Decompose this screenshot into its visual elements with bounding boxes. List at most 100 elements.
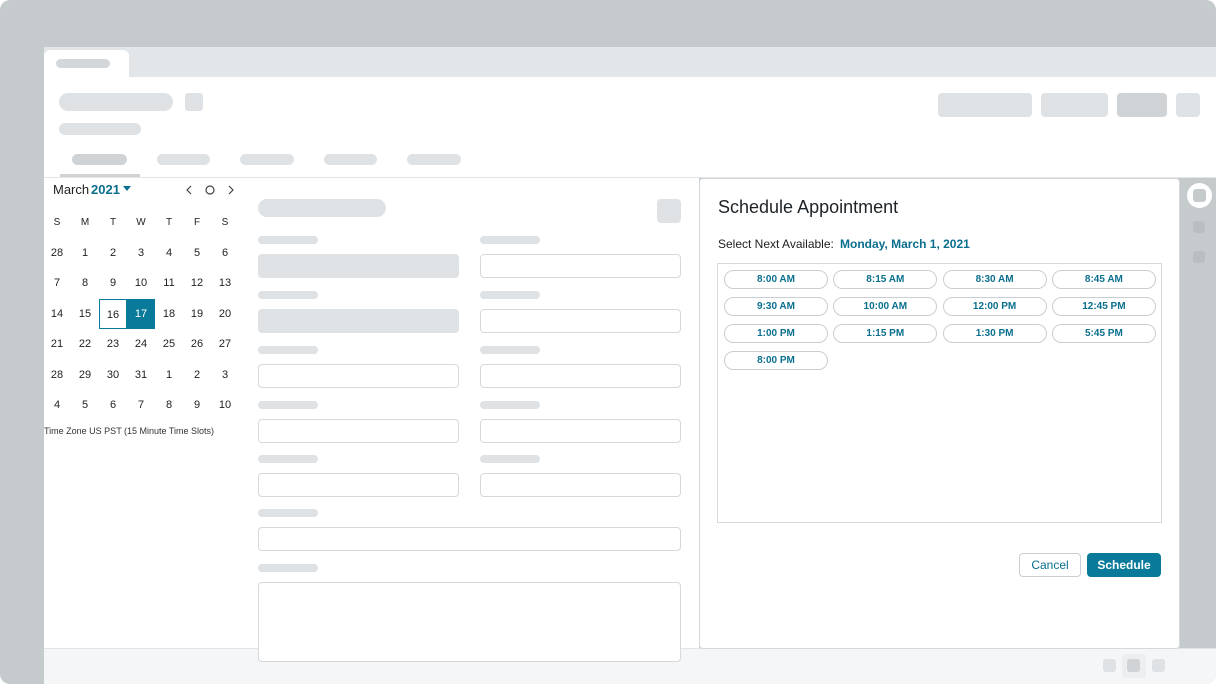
time-slot[interactable]: 8:45 AM (1051, 270, 1156, 289)
next-available-label: Select Next Available: (718, 237, 834, 251)
day-cell[interactable]: 8 (81, 277, 89, 289)
day-cell[interactable]: 23 (106, 338, 120, 350)
day-cell[interactable]: 24 (134, 338, 148, 350)
day-cell[interactable]: 8 (165, 399, 173, 411)
day-cell[interactable]: 10 (134, 277, 148, 289)
day-cell[interactable]: 15 (78, 308, 92, 320)
header-button[interactable] (1117, 93, 1167, 117)
header (44, 77, 1216, 178)
day-cell[interactable]: 21 (50, 338, 64, 350)
cancel-button[interactable]: Cancel (1019, 553, 1081, 577)
time-slot[interactable]: 1:30 PM (942, 324, 1047, 343)
input-field[interactable] (480, 254, 681, 278)
day-cell[interactable]: 6 (221, 247, 229, 259)
day-cell[interactable]: 5 (81, 399, 89, 411)
input-field[interactable] (258, 254, 459, 278)
input-field[interactable] (258, 473, 459, 497)
time-slot[interactable]: 12:45 PM (1051, 297, 1156, 316)
day-cell[interactable]: 16 (99, 299, 127, 329)
input-field[interactable] (480, 364, 681, 388)
time-slot[interactable]: 10:00 AM (833, 297, 938, 316)
day-cell[interactable]: 19 (190, 308, 204, 320)
day-cell[interactable]: 11 (163, 277, 175, 289)
input-field[interactable] (480, 419, 681, 443)
input-field[interactable] (258, 309, 459, 333)
day-cell[interactable]: 26 (190, 338, 204, 350)
weekday-label: W (136, 217, 146, 228)
nav-tab[interactable] (240, 154, 294, 165)
nav-tab[interactable] (72, 154, 127, 165)
nav-tab[interactable] (407, 154, 461, 165)
day-cell[interactable]: 30 (106, 369, 120, 381)
time-slot[interactable]: 8:00 PM (724, 351, 828, 370)
day-cell[interactable]: 3 (221, 369, 229, 381)
day-cell[interactable]: 2 (193, 369, 201, 381)
day-cell[interactable]: 2 (109, 247, 117, 259)
field-label-placeholder (258, 564, 318, 572)
header-placeholder (59, 93, 173, 111)
day-cell[interactable]: 10 (218, 399, 232, 411)
time-slot[interactable]: 9:30 AM (724, 297, 828, 316)
input-field[interactable] (258, 364, 459, 388)
input-field[interactable] (258, 527, 681, 551)
form-button[interactable] (657, 199, 681, 223)
day-cell[interactable]: 9 (193, 399, 201, 411)
day-cell[interactable]: 12 (190, 277, 204, 289)
day-cell[interactable]: 1 (165, 369, 173, 381)
field-label-placeholder (258, 346, 318, 354)
input-field[interactable] (480, 473, 681, 497)
nav-tab[interactable] (324, 154, 377, 165)
footer-icon[interactable] (1152, 659, 1165, 672)
day-cell[interactable]: 7 (53, 277, 61, 289)
header-button[interactable] (1041, 93, 1108, 117)
weekday-label: F (193, 217, 201, 228)
tab-bar (44, 47, 1216, 77)
day-cell[interactable]: 31 (134, 369, 148, 381)
input-field[interactable] (480, 309, 681, 333)
day-cell[interactable]: 4 (165, 247, 173, 259)
time-slot[interactable]: 1:00 PM (724, 324, 828, 343)
field-label-placeholder (480, 455, 540, 463)
dropdown-caret (123, 186, 131, 191)
day-cell[interactable]: 14 (50, 308, 64, 320)
next-available-date[interactable]: Monday, March 1, 2021 (840, 237, 970, 251)
day-cell[interactable]: 7 (137, 399, 145, 411)
time-slot[interactable]: 8:00 AM (724, 270, 828, 289)
year-dropdown[interactable]: 2021 (91, 182, 120, 197)
day-cell[interactable]: 18 (162, 308, 176, 320)
day-cell[interactable]: 28 (50, 369, 64, 381)
day-cell[interactable]: 9 (109, 277, 117, 289)
header-button[interactable] (1176, 93, 1200, 117)
day-cell[interactable]: 20 (218, 308, 232, 320)
field-label-placeholder (258, 509, 318, 517)
day-cell[interactable]: 25 (162, 338, 176, 350)
day-cell[interactable]: 13 (218, 277, 232, 289)
time-slot[interactable]: 1:15 PM (833, 324, 938, 343)
nav-tab[interactable] (157, 154, 210, 165)
day-cell[interactable]: 3 (137, 247, 145, 259)
field-label-placeholder (480, 236, 540, 244)
text-area[interactable] (258, 582, 681, 662)
schedule-button[interactable]: Schedule (1087, 553, 1161, 577)
day-cell[interactable]: 6 (109, 399, 117, 411)
weekday-label: T (109, 217, 117, 228)
rail-icon[interactable] (1193, 221, 1205, 233)
day-cell[interactable]: 22 (78, 338, 92, 350)
calendar-nav[interactable] (182, 182, 242, 198)
time-slot[interactable]: 5:45 PM (1051, 324, 1156, 343)
input-field[interactable] (258, 419, 459, 443)
field-label-placeholder (258, 455, 318, 463)
rail-icon[interactable] (1193, 251, 1205, 263)
time-slot[interactable]: 8:30 AM (942, 270, 1047, 289)
day-cell[interactable]: 5 (193, 247, 201, 259)
time-slot[interactable]: 8:15 AM (833, 270, 938, 289)
footer-icon[interactable] (1103, 659, 1116, 672)
time-slot[interactable]: 12:00 PM (942, 297, 1047, 316)
day-cell[interactable]: 27 (218, 338, 232, 350)
day-cell[interactable]: 17 (127, 299, 155, 329)
day-cell[interactable]: 28 (50, 247, 64, 259)
day-cell[interactable]: 4 (53, 399, 61, 411)
day-cell[interactable]: 29 (78, 369, 92, 381)
header-button[interactable] (938, 93, 1032, 117)
day-cell[interactable]: 1 (81, 247, 89, 259)
